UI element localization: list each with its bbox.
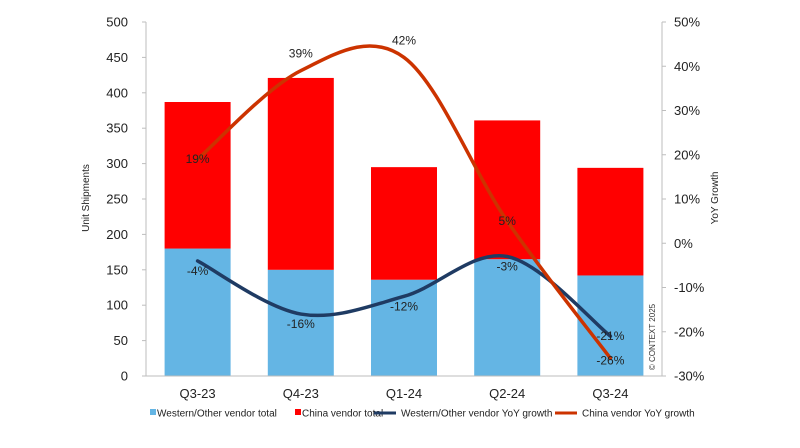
y-tick-label: 500 (106, 15, 128, 30)
legend-label: Western/Other vendor YoY growth (401, 409, 552, 420)
y2-tick-label: 30% (674, 103, 700, 118)
china-yoy-label-q1-24: 42% (392, 33, 416, 47)
western-bar-q4-23 (267, 269, 334, 376)
legend-item-2: China vendor total (295, 409, 383, 420)
bars-layer (164, 77, 644, 376)
western-yoy-label-q4-23: -16% (287, 317, 315, 331)
china-bar-q2-24 (474, 120, 541, 260)
y-axis-title: Unit Shipments (81, 164, 92, 232)
western-yoy-label-q1-24: -12% (390, 299, 418, 313)
y2-tick-label: 10% (674, 192, 700, 207)
western-yoy-label-q3-23: -4% (187, 264, 209, 278)
y2-tick-label: 40% (674, 59, 700, 74)
western-bar-q1-24 (371, 279, 437, 376)
watermark-text: © CONTEXT 2025 (648, 303, 657, 370)
y2-tick-label: 20% (674, 147, 700, 162)
china-yoy-line (195, 44, 613, 361)
data-labels-layer: -4% -16% -12% -3% -21% 19% 39% 42% 5% -26% (186, 33, 625, 367)
y-tick-label: 300 (106, 156, 128, 171)
legend-item-1: Western/Other vendor total (150, 409, 277, 420)
legend-item-4: China vendor YoY growth (555, 409, 695, 420)
y2-tick-label: 50% (674, 15, 700, 30)
china-bar-q3-24 (577, 167, 644, 276)
china-bar-q3-23 (164, 102, 231, 249)
china-yoy-label-q3-23: 19% (186, 152, 210, 166)
legend-label: China vendor YoY growth (582, 409, 695, 420)
legend-item-3: Western/Other vendor YoY growth (374, 409, 552, 420)
y-tick-label: 250 (106, 192, 128, 207)
y-tick-label: 400 (106, 85, 128, 100)
western-bar-q2-24 (474, 259, 541, 376)
y2-tick-label: -10% (674, 280, 705, 295)
y-tick-label: 100 (106, 298, 128, 313)
y-tick-label: 150 (106, 262, 128, 277)
legend-swatch (295, 409, 301, 415)
western-bar-q3-23 (164, 248, 231, 376)
china-yoy-label-q3-24: -26% (596, 353, 624, 367)
lines-layer (195, 44, 613, 361)
x-tick-label-q2-24: Q2-24 (489, 386, 525, 401)
axes-layer: 0 50 100 150 200 250 300 350 400 450 500 -30% -20% -1… (106, 15, 704, 402)
western-yoy-line (195, 253, 613, 338)
china-yoy-label-q4-23: 39% (289, 47, 313, 61)
legend-swatch (150, 409, 156, 415)
y-tick-label: 200 (106, 227, 128, 242)
y2-axis-title: YoY Growth (710, 172, 721, 225)
y2-tick-label: -30% (674, 369, 705, 384)
y-tick-label: 50 (114, 333, 128, 348)
x-tick-label-q1-24: Q1-24 (386, 386, 422, 401)
x-tick-label-q3-24: Q3-24 (592, 386, 628, 401)
legend: Western/Other vendor total China vendor t… (150, 409, 695, 420)
western-yoy-label-q3-24: -21% (596, 329, 624, 343)
china-bar-q4-23 (267, 77, 334, 270)
legend-label: Western/Other vendor total (157, 409, 277, 420)
x-tick-label-q3-23: Q3-23 (180, 386, 216, 401)
y-tick-label: 450 (106, 50, 128, 65)
china-bar-q1-24 (371, 167, 437, 280)
y-tick-label: 350 (106, 121, 128, 136)
china-yoy-label-q2-24: 5% (499, 214, 517, 228)
legend-label: China vendor total (302, 409, 383, 420)
y2-tick-label: 0% (674, 236, 693, 251)
y2-tick-label: -20% (674, 324, 705, 339)
western-yoy-label-q2-24: -3% (497, 260, 519, 274)
x-tick-label-q4-23: Q4-23 (283, 386, 319, 401)
y-tick-label: 0 (121, 369, 128, 384)
